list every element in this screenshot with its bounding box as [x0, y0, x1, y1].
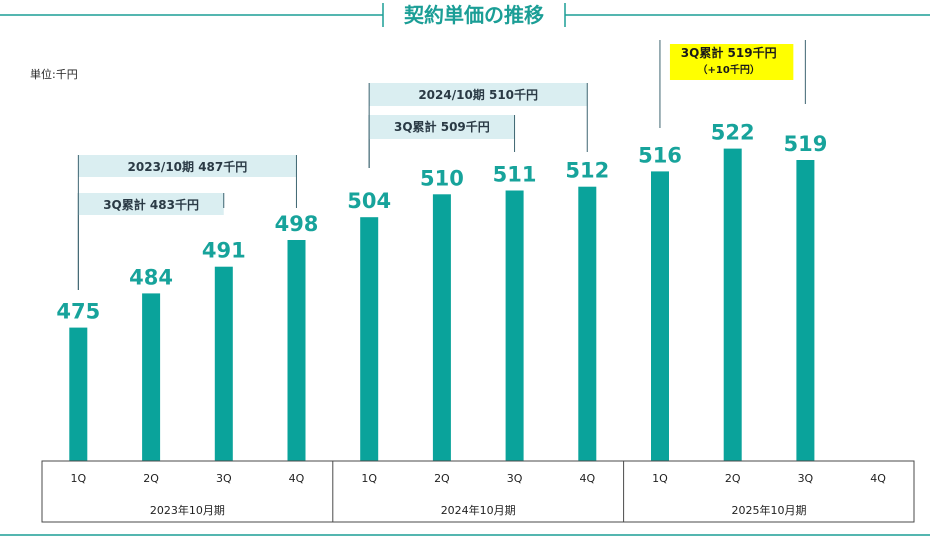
unit-label: 単位:千円 — [30, 67, 78, 81]
tick-label-8: 1Q — [652, 472, 668, 485]
tick-label-6: 3Q — [507, 472, 523, 485]
value-label-10: 519 — [783, 132, 827, 156]
value-label-8: 516 — [638, 143, 682, 167]
annotation-text-1: 3Q累計 483千円 — [103, 197, 199, 212]
tick-label-7: 4Q — [579, 472, 595, 485]
value-label-1: 484 — [129, 265, 173, 289]
tick-label-9: 2Q — [725, 472, 741, 485]
bar-9 — [723, 148, 742, 461]
value-label-0: 475 — [56, 300, 100, 324]
annotation-box-1 — [78, 193, 224, 215]
tick-label-3: 4Q — [289, 472, 305, 485]
period-label-2: 2025年10月期 — [732, 503, 807, 517]
value-label-5: 510 — [420, 166, 464, 190]
annotation-text-0: 2023/10期 487千円 — [128, 159, 248, 174]
bar-6 — [505, 190, 524, 461]
value-label-3: 498 — [275, 212, 319, 236]
value-label-4: 504 — [347, 189, 391, 213]
annotation-text-2: 2024/10期 510千円 — [418, 87, 538, 102]
annotation-box-3 — [369, 115, 515, 139]
annotation-1: 3Q累計 483千円 — [77, 193, 225, 290]
annotation-2: 2024/10期 510千円 — [368, 83, 588, 168]
value-label-7: 512 — [565, 159, 609, 183]
bar-5 — [432, 194, 451, 462]
annotation-text-3: 3Q累計 509千円 — [394, 119, 490, 134]
tick-label-11: 4Q — [870, 472, 886, 485]
bars: 475 484 491 498 504 510 511 512 516 522 519 — [56, 121, 827, 462]
annotation-text-4: 3Q累計 519千円 — [681, 45, 777, 60]
annotation-subtext-4: （+10千円） — [698, 63, 760, 76]
annotation-box-4 — [669, 44, 794, 80]
chart-title-group: 契約単価の推移 — [0, 3, 930, 27]
bar-1 — [142, 293, 161, 461]
tick-label-5: 2Q — [434, 472, 450, 485]
value-label-2: 491 — [202, 239, 246, 263]
bar-3 — [287, 240, 306, 461]
tick-label-1: 2Q — [143, 472, 159, 485]
bar-4 — [360, 217, 379, 461]
tick-label-0: 1Q — [70, 472, 86, 485]
tick-label-4: 1Q — [361, 472, 377, 485]
period-label-0: 2023年10月期 — [150, 503, 225, 517]
bar-8 — [651, 171, 669, 461]
value-label-6: 511 — [493, 163, 537, 187]
annotations: 2023/10期 487千円 3Q累計 483千円 2024/10期 510千円 3Q… — [77, 40, 806, 290]
axis-table: 2023年10月期 2024年10月期 2025年10月期 1Q 2Q 3Q 4Q 1Q 2Q 3… — [41, 460, 915, 523]
annotation-0: 2023/10期 487千円 — [77, 155, 297, 290]
axis-table-frame — [41, 460, 915, 523]
bar-7 — [578, 186, 597, 461]
bar-10 — [796, 160, 815, 461]
tick-label-2: 3Q — [216, 472, 232, 485]
tick-label-10: 3Q — [798, 472, 814, 485]
annotation-box-0 — [78, 155, 297, 177]
bar-0 — [69, 327, 88, 461]
bar-2 — [214, 266, 233, 461]
annotation-3: 3Q累計 509千円 — [368, 115, 516, 168]
annotation-box-2 — [369, 83, 588, 106]
annotation-4: 3Q累計 519千円 （+10千円） — [659, 40, 806, 128]
value-label-9: 522 — [711, 121, 755, 145]
period-label-1: 2024年10月期 — [441, 503, 516, 517]
chart-title: 契約単価の推移 — [403, 3, 544, 27]
